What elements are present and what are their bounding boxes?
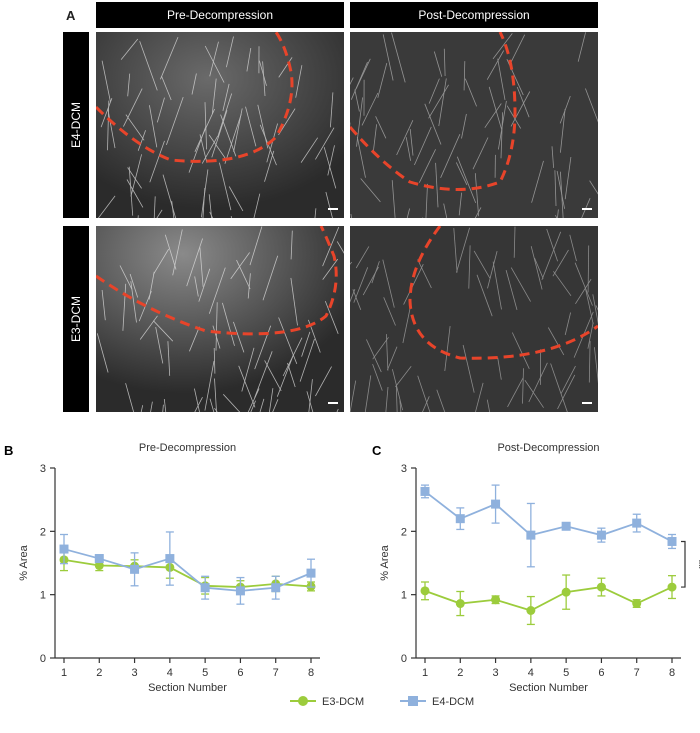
micrograph-e3-post	[350, 226, 598, 412]
x-tick-label: 5	[563, 667, 569, 679]
column-header-post: Post-Decompression	[350, 2, 598, 28]
y-tick-label: 0	[40, 653, 46, 665]
y-tick-label: 0	[401, 653, 407, 665]
data-point	[165, 554, 175, 564]
legend-marker	[298, 696, 308, 706]
row-header-e4: E4-DCM	[63, 32, 89, 218]
series-line	[424, 490, 673, 543]
legend-marker	[408, 696, 418, 706]
y-axis-label: % Area	[379, 544, 391, 580]
x-tick-label: 5	[202, 667, 208, 679]
significance-bracket	[681, 540, 686, 588]
data-point	[596, 530, 606, 540]
data-point	[420, 486, 430, 496]
legend-label: E3-DCM	[322, 696, 364, 708]
column-header-pre: Pre-Decompression	[96, 2, 344, 28]
y-tick-label: 3	[40, 463, 46, 475]
chart-title: Pre-Decompression	[139, 442, 236, 454]
data-point	[235, 586, 245, 596]
data-point	[306, 568, 316, 578]
boundary-line	[408, 226, 598, 360]
data-point	[561, 521, 571, 531]
row-header-e3: E3-DCM	[63, 226, 89, 412]
scale-bar	[328, 402, 338, 404]
scale-bar	[328, 208, 338, 210]
x-tick-label: 3	[493, 667, 499, 679]
data-point	[491, 595, 501, 605]
data-point	[200, 583, 210, 593]
y-tick-label: 3	[401, 463, 407, 475]
micrograph-e3-pre	[96, 226, 344, 412]
data-point	[94, 554, 104, 564]
x-tick-label: 3	[132, 667, 138, 679]
legend: E3-DCM E4-DCM	[290, 696, 474, 708]
panel-letter-a: A	[66, 8, 76, 23]
data-point	[667, 582, 677, 592]
x-tick-label: 4	[528, 667, 534, 679]
y-tick-label: 1	[401, 590, 407, 602]
x-axis-label: Section Number	[148, 682, 227, 694]
y-tick-label: 2	[40, 526, 46, 538]
boundary-line	[96, 32, 294, 163]
chart-post-decompression: Post-Decompression 0 1 2 3 1 2 3 4 5 6 7 8 Section Nu…	[379, 442, 700, 694]
x-tick-label: 6	[237, 667, 243, 679]
x-tick-label: 8	[669, 667, 675, 679]
chart-pre-decompression: Pre-Decompression 0 1 2 3 1 2 3 4 5 6 7 8 Section Num…	[18, 442, 320, 694]
data-point	[271, 583, 281, 593]
legend-label: E4-DCM	[432, 696, 474, 708]
y-tick-label: 1	[40, 590, 46, 602]
x-tick-label: 7	[273, 667, 279, 679]
y-tick-label: 2	[401, 526, 407, 538]
data-point	[561, 587, 571, 597]
x-tick-label: 6	[598, 667, 604, 679]
y-axis-label: % Area	[18, 544, 30, 580]
data-point	[632, 599, 642, 609]
panel-letter-c: C	[372, 443, 382, 458]
data-point	[130, 564, 140, 574]
x-tick-label: 8	[308, 667, 314, 679]
data-point	[632, 518, 642, 528]
x-tick-label: 1	[61, 667, 67, 679]
series-line	[63, 558, 312, 588]
series-line	[424, 586, 673, 612]
series-line	[63, 548, 312, 592]
x-axis-label: Section Number	[509, 682, 588, 694]
x-tick-label: 2	[457, 667, 463, 679]
data-point	[59, 544, 69, 554]
significance-label: **	[692, 560, 700, 570]
data-point	[526, 530, 536, 540]
boundary-line	[96, 226, 338, 336]
data-point	[94, 561, 104, 571]
data-point	[420, 586, 430, 596]
x-tick-label: 4	[167, 667, 173, 679]
panel-letter-b: B	[4, 443, 13, 458]
scale-bar	[582, 402, 592, 404]
scale-bar	[582, 208, 592, 210]
boundary-line	[350, 32, 517, 191]
x-tick-label: 2	[96, 667, 102, 679]
chart-title: Post-Decompression	[497, 442, 599, 454]
micrograph-e4-post	[350, 32, 598, 218]
x-tick-label: 1	[422, 667, 428, 679]
data-point	[455, 599, 465, 609]
data-point	[455, 514, 465, 524]
data-point	[596, 582, 606, 592]
data-point	[491, 499, 501, 509]
micrograph-e4-pre	[96, 32, 344, 218]
data-point	[526, 606, 536, 615]
x-tick-label: 7	[634, 667, 640, 679]
data-point	[667, 536, 677, 546]
